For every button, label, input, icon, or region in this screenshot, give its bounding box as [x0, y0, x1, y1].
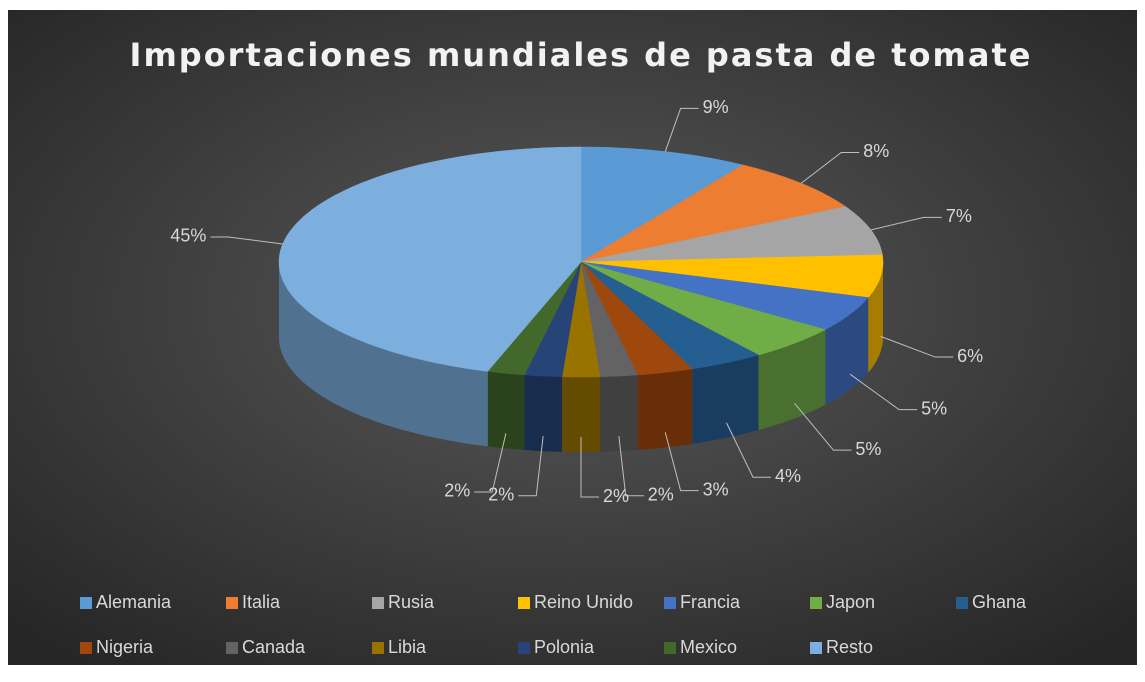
slice-side [758, 329, 826, 430]
slice-side [600, 375, 638, 452]
slice-side [868, 262, 883, 373]
slice-side-shade [758, 329, 826, 430]
slice-side-shade [487, 371, 525, 450]
legend-swatch [80, 597, 92, 609]
legend-swatch [226, 642, 238, 654]
slice [580, 164, 847, 263]
data-label: 2% [444, 481, 470, 501]
leader-line [474, 433, 507, 493]
leader-line [618, 436, 644, 497]
legend-label: Francia [680, 592, 741, 612]
slice-side-shade [868, 262, 883, 373]
legend-swatch [80, 642, 92, 654]
legend-label: Polonia [534, 637, 595, 657]
chart-title: Importaciones mundiales de pasta de toma… [130, 36, 1033, 74]
slice-side [692, 355, 759, 444]
legend-label: Alemania [96, 592, 172, 612]
legend-label: Resto [826, 637, 873, 657]
leader-line [800, 151, 860, 184]
data-label: 4% [775, 466, 801, 486]
slice-side-shade [692, 355, 759, 444]
slice [487, 261, 582, 376]
legend-swatch [518, 597, 530, 609]
leader-line [664, 107, 699, 152]
slice-side [487, 371, 525, 450]
data-label: 5% [855, 439, 881, 459]
slice-side-shade [637, 368, 693, 450]
leader-line [880, 335, 954, 358]
slice-side [562, 376, 600, 452]
data-label: 6% [957, 346, 983, 366]
data-label: 5% [921, 398, 947, 418]
slice-side [279, 262, 488, 447]
data-label: 45% [170, 226, 206, 246]
slice-side-shade [279, 262, 488, 447]
data-label: 2% [648, 484, 674, 504]
legend-label: Reino Unido [534, 592, 633, 612]
legend-swatch [664, 642, 676, 654]
legend-swatch [664, 597, 676, 609]
slice [580, 206, 883, 263]
data-label: 9% [703, 97, 729, 117]
legend-label: Nigeria [96, 637, 154, 657]
slice [580, 261, 638, 378]
slice-side [524, 375, 562, 452]
slice [580, 261, 760, 370]
legend-label: Ghana [972, 592, 1027, 612]
slice-side-shade [825, 297, 869, 405]
slice [580, 146, 744, 263]
slice [580, 261, 693, 376]
data-label: 3% [703, 479, 729, 499]
legend-swatch [810, 642, 822, 654]
data-label: 2% [603, 486, 629, 506]
legend-label: Canada [242, 637, 306, 657]
legend-swatch [518, 642, 530, 654]
leader-line [726, 422, 771, 478]
leader-line [210, 236, 283, 245]
slice [580, 261, 869, 330]
leader-line [518, 436, 544, 497]
leader-line [870, 216, 942, 231]
slice-side-shade [562, 376, 600, 452]
slice-side-shade [600, 375, 638, 452]
leader-line [794, 402, 852, 451]
leader-line [664, 432, 699, 492]
leader-line [580, 437, 599, 498]
data-label: 8% [863, 141, 889, 161]
legend-swatch [372, 642, 384, 654]
data-label: 7% [946, 206, 972, 226]
legend-swatch [956, 597, 968, 609]
slice [580, 261, 826, 356]
slice-side-shade [524, 375, 562, 452]
legend-swatch [810, 597, 822, 609]
slice [561, 261, 601, 378]
slice-side [825, 297, 869, 405]
legend-label: Mexico [680, 637, 737, 657]
legend-label: Italia [242, 592, 281, 612]
legend-swatch [226, 597, 238, 609]
leader-line [849, 373, 918, 411]
legend-label: Rusia [388, 592, 435, 612]
slice [580, 254, 884, 298]
data-label: 2% [488, 484, 514, 504]
legend-label: Japon [826, 592, 875, 612]
slice-side [637, 368, 693, 450]
legend-label: Libia [388, 637, 427, 657]
legend-swatch [372, 597, 384, 609]
